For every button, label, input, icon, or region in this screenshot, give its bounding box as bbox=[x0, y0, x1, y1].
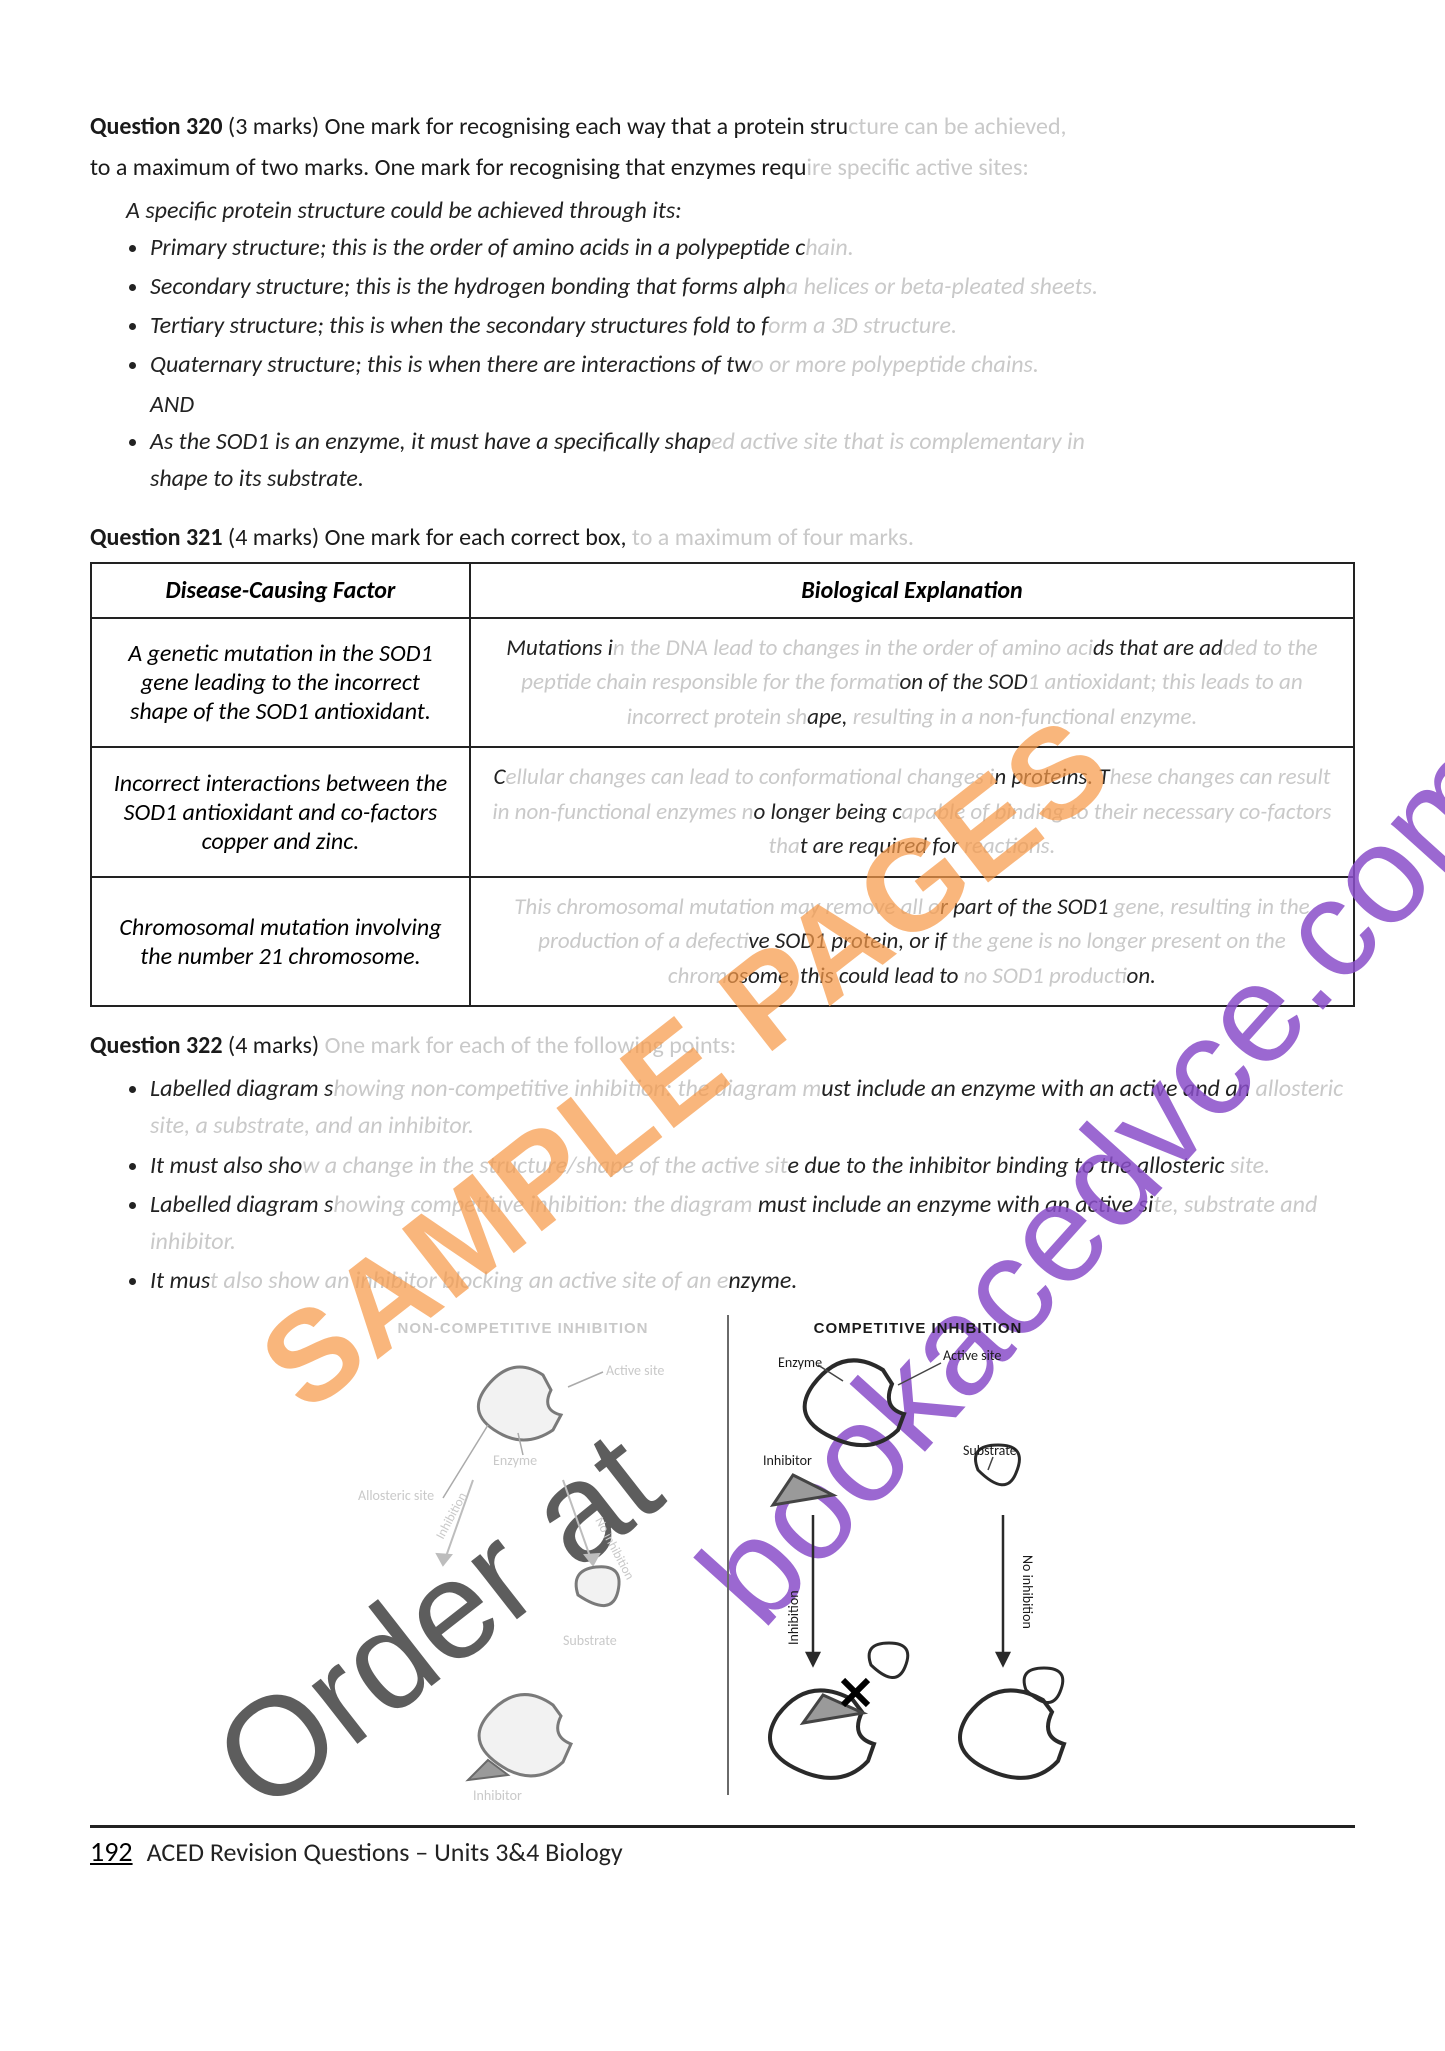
q320-bullet-quaternary: Quaternary structure; this is when there… bbox=[150, 346, 1355, 383]
q320-title: Question 320 (3 marks) One mark for reco… bbox=[90, 110, 1355, 145]
document-page: SAMPLE PAGES Order at bookacedvce.com Qu… bbox=[0, 0, 1445, 2051]
q322-bullet-list: Labelled diagram showing non-competitive… bbox=[150, 1070, 1355, 1299]
q320-title-line2: to a maximum of two marks. One mark for … bbox=[90, 151, 1355, 186]
page-footer: 192 ACED Revision Questions – Units 3&4 … bbox=[90, 1825, 1355, 1869]
label-inhibitor-right: Inhibitor bbox=[763, 1452, 812, 1469]
q320-number: Question 320 bbox=[90, 112, 222, 141]
q322-title: Question 322 (4 marks) One mark for each… bbox=[90, 1029, 1355, 1064]
label-active-site-right: Active site bbox=[943, 1347, 1001, 1364]
cell-explain-2: Cellular changes can lead to conformatio… bbox=[470, 747, 1354, 877]
label-substrate-left: Substrate bbox=[563, 1632, 617, 1649]
cell-factor-1: A genetic mutation in the SOD1 gene lead… bbox=[91, 618, 470, 748]
q322-bullet-3: Labelled diagram showing competitive inh… bbox=[150, 1186, 1355, 1260]
q321-title: Question 321 (4 marks) One mark for each… bbox=[90, 521, 1355, 556]
inhibition-diagram: NON-COMPETITIVE INHIBITION COMPETITIVE I… bbox=[323, 1305, 1123, 1805]
q320-bullet-list-last: As the SOD1 is an enzyme, it must have a… bbox=[150, 423, 1355, 497]
label-substrate-right: Substrate bbox=[963, 1442, 1017, 1459]
diagram-title-right: COMPETITIVE INHIBITION bbox=[813, 1320, 1022, 1337]
q320-bullet-tertiary: Tertiary structure; this is when the sec… bbox=[150, 307, 1355, 344]
label-inhibitor-left: Inhibitor bbox=[473, 1787, 522, 1804]
q321-number: Question 321 bbox=[90, 523, 222, 552]
label-inhibition-left: Inhibition bbox=[433, 1490, 470, 1542]
cell-factor-3: Chromosomal mutation involving the numbe… bbox=[91, 877, 470, 1007]
diagram-title-left: NON-COMPETITIVE INHIBITION bbox=[397, 1320, 648, 1337]
cell-explain-3: This chromosomal mutation may remove all… bbox=[470, 877, 1354, 1007]
label-active-site-left: Active site bbox=[606, 1362, 664, 1379]
table-header-row: Disease-Causing Factor Biological Explan… bbox=[91, 563, 1354, 618]
q321-table: Disease-Causing Factor Biological Explan… bbox=[90, 562, 1355, 1008]
q320-lead: A specific protein structure could be ac… bbox=[126, 192, 1355, 229]
label-allosteric: Allosteric site bbox=[358, 1487, 434, 1504]
inhibition-svg: NON-COMPETITIVE INHIBITION COMPETITIVE I… bbox=[323, 1305, 1123, 1805]
cell-factor-2: Incorrect interactions between the SOD1 … bbox=[91, 747, 470, 877]
q320-and: AND bbox=[150, 386, 1355, 423]
q322-bullet-2: It must also show a change in the struct… bbox=[150, 1147, 1355, 1184]
cell-explain-1: Mutations in the DNA lead to changes in … bbox=[470, 618, 1354, 748]
table-row: Chromosomal mutation involving the numbe… bbox=[91, 877, 1354, 1007]
label-enzyme-left: Enzyme bbox=[493, 1452, 537, 1469]
label-inhibition-right: Inhibition bbox=[785, 1591, 802, 1646]
label-enzyme-right: Enzyme bbox=[778, 1354, 822, 1371]
q320-bullet-primary: Primary structure; this is the order of … bbox=[150, 229, 1355, 266]
label-no-inhibition-right: No inhibition bbox=[1019, 1555, 1036, 1629]
th-explain: Biological Explanation bbox=[470, 563, 1354, 618]
q320-bullet-list: Primary structure; this is the order of … bbox=[150, 229, 1355, 384]
q322-bullet-4: It must also show an inhibitor blocking … bbox=[150, 1262, 1355, 1299]
table-row: A genetic mutation in the SOD1 gene lead… bbox=[91, 618, 1354, 748]
q320-bullet-secondary: Secondary structure; this is the hydroge… bbox=[150, 268, 1355, 305]
q322-bullet-1: Labelled diagram showing non-competitive… bbox=[150, 1070, 1355, 1144]
q320-bullet-enzyme: As the SOD1 is an enzyme, it must have a… bbox=[150, 423, 1355, 497]
table-row: Incorrect interactions between the SOD1 … bbox=[91, 747, 1354, 877]
th-factor: Disease-Causing Factor bbox=[91, 563, 470, 618]
page-number: 192 bbox=[90, 1834, 133, 1869]
q322-number: Question 322 bbox=[90, 1031, 222, 1060]
footer-text: ACED Revision Questions – Units 3&4 Biol… bbox=[147, 1836, 623, 1868]
